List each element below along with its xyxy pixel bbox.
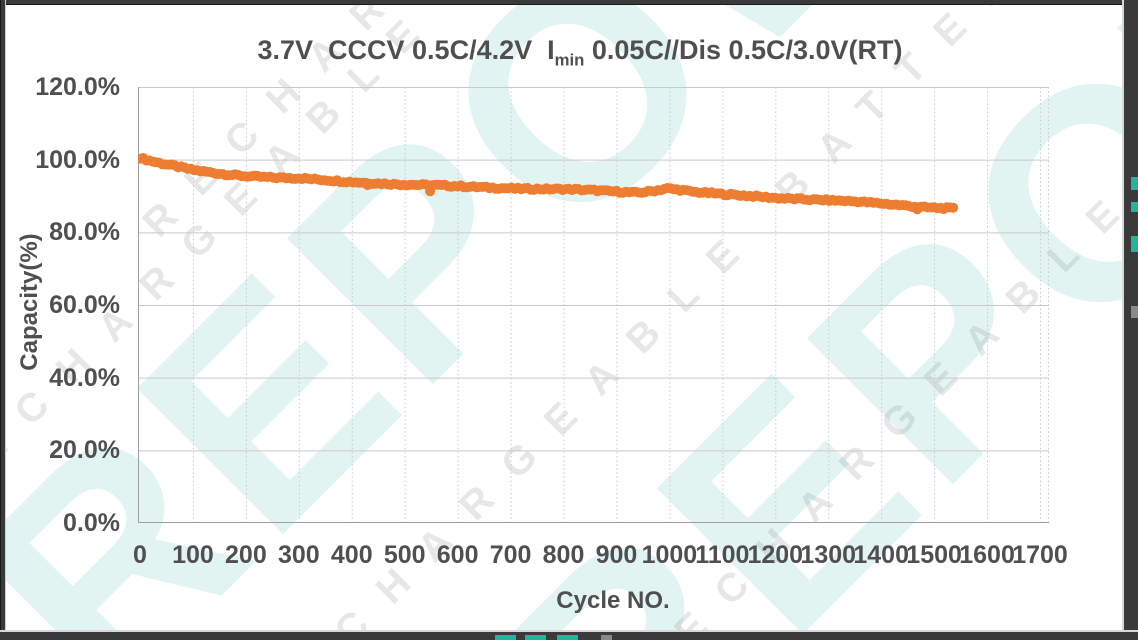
cropped-logo-fragment: [601, 635, 612, 640]
chart-title-prefix: 3.7V CCCV 0.5C/4.2V I: [257, 35, 555, 65]
data-point: [948, 202, 959, 213]
y-axis-tick-label: 40.0%: [49, 363, 120, 392]
x-axis-tick-label: 1500: [906, 541, 962, 569]
x-axis-tick-label: 500: [383, 541, 426, 569]
window-frame-right: [1122, 0, 1138, 640]
capacity-data-series: [138, 153, 959, 215]
x-axis-tick-label: 400: [330, 541, 373, 569]
x-axis-tick-label: 0: [133, 541, 147, 569]
window-frame-left: [0, 0, 6, 640]
cropped-logo-fragment: [1131, 202, 1138, 212]
x-axis-tick-label: 1300: [800, 541, 857, 569]
y-axis-title: Capacity(%): [16, 233, 43, 371]
cropped-logo-fragment: [1131, 236, 1138, 252]
x-axis-tick-label: 1600: [959, 541, 1015, 569]
x-axis-tick-label: 600: [436, 541, 479, 569]
data-point: [912, 204, 923, 215]
cropped-logo-fragment: [495, 635, 516, 640]
x-axis-tick-label: 200: [225, 541, 267, 569]
chart-title: 3.7V CCCV 0.5C/4.2V Imin 0.05C//Dis 0.5C…: [22, 34, 1138, 70]
data-point: [425, 186, 436, 197]
x-axis-tick-label: 300: [277, 541, 320, 569]
y-axis-tick-label: 60.0%: [49, 291, 120, 319]
cropped-logo-fragment: [525, 635, 546, 640]
x-axis-tick-label: 1200: [747, 541, 804, 569]
x-axis-title: Cycle NO.: [556, 587, 670, 614]
x-axis-tick-label: 1700: [1012, 541, 1068, 569]
x-axis-tick-label: 700: [489, 541, 532, 569]
y-axis-tick-label: 0.0%: [63, 509, 120, 537]
window-frame-top: [0, 0, 1138, 5]
y-axis-tick-label: 20.0%: [49, 436, 120, 465]
y-axis-tick-label: 120.0%: [35, 73, 120, 101]
x-axis-tick-label: 800: [542, 541, 585, 569]
x-axis-tick-label: 1000: [641, 541, 698, 569]
x-axis-tick-label: 900: [595, 541, 638, 569]
x-axis-tick-label: 1100: [695, 541, 750, 569]
cropped-logo-fragment: [1131, 306, 1138, 318]
cropped-logo-fragment: [557, 635, 578, 640]
chart-title-suffix: 0.05C//Dis 0.5C/3.0V(RT): [584, 35, 903, 65]
data-point: [362, 180, 373, 191]
cropped-logo-fragment: [1131, 177, 1138, 190]
chart-title-subscript: min: [554, 50, 585, 70]
y-axis-tick-label: 100.0%: [35, 145, 120, 174]
x-axis-tick-label: 100: [172, 541, 214, 569]
x-axis-tick-label: 1400: [853, 541, 909, 569]
y-axis-tick-label: 80.0%: [49, 218, 120, 247]
plot-area: [138, 87, 1049, 523]
